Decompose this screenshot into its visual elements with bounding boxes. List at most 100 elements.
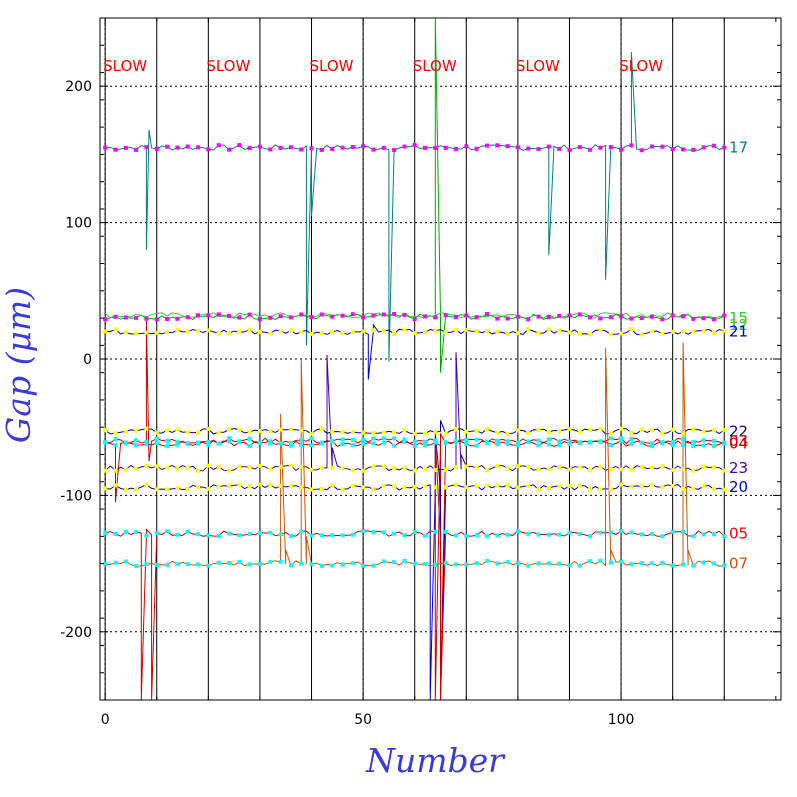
marker-15-114 <box>691 316 696 321</box>
marker-04-28 <box>247 444 252 448</box>
marker-03-98 <box>608 436 613 441</box>
marker-17-96 <box>598 145 603 150</box>
marker-23-78 <box>505 466 510 471</box>
marker-05-76 <box>495 533 500 538</box>
marker-21-78 <box>505 332 510 336</box>
marker-22-20 <box>206 426 211 431</box>
series-label-12: 12 <box>729 316 748 334</box>
marker-04-54 <box>381 440 386 445</box>
marker-22-38 <box>299 428 304 433</box>
marker-17-110 <box>670 147 675 152</box>
marker-15-76 <box>495 316 500 321</box>
marker-15-88 <box>557 313 562 318</box>
segment-boundaries <box>104 18 725 700</box>
marker-20-78 <box>505 483 510 488</box>
marker-15-38 <box>299 312 304 317</box>
marker-04-44 <box>330 439 335 443</box>
marker-15-36 <box>288 315 293 320</box>
marker-07-28 <box>247 562 252 567</box>
marker-07-86 <box>546 561 551 566</box>
marker-05-94 <box>588 534 593 539</box>
marker-17-92 <box>577 145 582 150</box>
marker-17-78 <box>505 144 510 149</box>
marker-04-46 <box>340 442 345 446</box>
marker-22-18 <box>196 430 200 435</box>
marker-05-24 <box>227 531 231 536</box>
marker-21-62 <box>423 330 427 335</box>
marker-22-112 <box>681 431 685 436</box>
marker-05-84 <box>536 532 541 537</box>
marker-15-12 <box>165 317 170 321</box>
marker-22-34 <box>278 427 283 432</box>
marker-17-22 <box>216 143 221 148</box>
marker-03-8 <box>144 439 149 444</box>
marker-17-24 <box>227 147 231 152</box>
marker-23-28 <box>247 465 252 470</box>
marker-07-40 <box>309 562 314 567</box>
marker-17-30 <box>257 144 262 149</box>
marker-17-16 <box>185 144 190 149</box>
marker-21-66 <box>443 330 448 335</box>
marker-21-104 <box>639 332 644 337</box>
slow-label-4: SLOW <box>516 57 560 75</box>
marker-20-88 <box>557 483 562 488</box>
marker-22-68 <box>454 427 458 432</box>
marker-22-66 <box>443 431 448 436</box>
marker-23-86 <box>546 467 551 472</box>
marker-04-92 <box>577 441 582 446</box>
marker-23-52 <box>371 464 376 469</box>
marker-05-0 <box>103 531 108 535</box>
marker-15-64 <box>433 315 438 320</box>
marker-22-6 <box>134 428 139 433</box>
marker-20-92 <box>577 483 582 488</box>
marker-07-76 <box>495 561 500 566</box>
marker-20-14 <box>175 486 180 491</box>
marker-21-46 <box>340 330 345 335</box>
marker-03-118 <box>711 438 716 443</box>
marker-23-98 <box>608 466 613 471</box>
marker-07-6 <box>134 564 139 568</box>
marker-03-20 <box>206 440 211 445</box>
marker-20-28 <box>247 484 252 489</box>
marker-21-24 <box>227 331 231 336</box>
marker-21-86 <box>546 327 551 332</box>
marker-05-118 <box>711 532 716 537</box>
marker-07-70 <box>464 562 469 567</box>
marker-04-20 <box>206 442 211 447</box>
marker-20-54 <box>381 483 386 488</box>
marker-17-38 <box>299 147 304 152</box>
marker-22-92 <box>577 429 582 434</box>
marker-04-42 <box>319 441 324 446</box>
marker-15-32 <box>268 315 273 320</box>
marker-23-114 <box>691 468 696 473</box>
marker-23-120 <box>722 468 727 473</box>
marker-03-78 <box>505 439 510 444</box>
marker-17-108 <box>660 144 665 149</box>
marker-03-102 <box>629 437 634 441</box>
marker-21-100 <box>619 331 624 336</box>
marker-05-88 <box>557 532 562 537</box>
series-label-22: 22 <box>729 422 748 440</box>
marker-22-60 <box>412 431 417 436</box>
marker-22-104 <box>639 427 644 432</box>
marker-22-116 <box>701 429 706 434</box>
marker-20-6 <box>134 487 139 492</box>
marker-21-72 <box>474 329 479 334</box>
marker-22-2 <box>113 431 118 436</box>
marker-20-42 <box>319 486 324 491</box>
marker-04-4 <box>123 440 128 445</box>
marker-20-60 <box>412 484 417 489</box>
marker-05-82 <box>526 531 531 536</box>
marker-15-78 <box>505 316 510 321</box>
slow-label-3: SLOW <box>413 57 457 75</box>
marker-17-0 <box>103 145 108 150</box>
marker-04-102 <box>629 441 634 446</box>
marker-23-48 <box>350 468 355 473</box>
marker-23-96 <box>598 464 603 469</box>
marker-17-104 <box>639 148 644 153</box>
marker-20-44 <box>330 483 335 488</box>
marker-15-112 <box>681 314 685 319</box>
marker-20-24 <box>227 484 231 489</box>
marker-23-112 <box>681 467 685 472</box>
